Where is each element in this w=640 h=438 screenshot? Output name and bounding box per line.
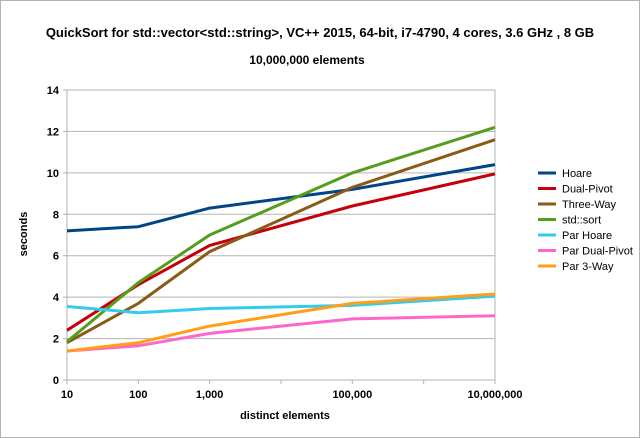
y-axis-label: seconds — [18, 212, 30, 257]
x-tick-label: 10 — [61, 389, 73, 401]
series-line-1 — [66, 172, 496, 332]
chart-subtitle: 10,000,000 elements — [249, 53, 365, 67]
y-tick-label: 10 — [47, 168, 59, 180]
legend-label-5: Par Dual-Pivot — [562, 246, 633, 258]
legend-label-1: Dual-Pivot — [562, 184, 613, 196]
legend-label-0: Hoare — [562, 168, 592, 180]
chart-title: QuickSort for std::vector<std::string>, … — [46, 25, 594, 40]
series-line-0 — [66, 163, 496, 233]
legend-label-4: Par Hoare — [562, 230, 612, 242]
series-line-6 — [66, 292, 496, 353]
x-tick-label: 1,000 — [196, 389, 224, 401]
series-line-3 — [66, 125, 496, 343]
x-tick-label: 10,000,000 — [467, 389, 522, 401]
legend-label-3: std::sort — [562, 215, 601, 227]
series-line-2 — [66, 138, 496, 345]
y-tick-label: 6 — [53, 251, 59, 263]
gridlines — [67, 89, 495, 340]
y-tick-label: 2 — [53, 334, 59, 346]
y-tick-label: 4 — [53, 292, 60, 304]
axes: 0 2 4 6 8 10 12 14 10 100 1,000 100,000 10,000,000 — [47, 85, 523, 401]
y-tick-label: 8 — [53, 209, 59, 221]
legend-label-2: Three-Way — [562, 199, 616, 211]
series-lines — [66, 125, 496, 353]
y-tick-label: 14 — [47, 85, 60, 97]
legend-label-6: Par 3-Way — [562, 261, 614, 273]
y-tick-label: 0 — [53, 375, 59, 387]
x-tick-label: 100 — [129, 389, 147, 401]
series-line-5 — [66, 314, 496, 353]
y-tick-label: 12 — [47, 126, 59, 138]
series-line-4 — [66, 294, 496, 315]
x-axis-label: distinct elements — [240, 410, 330, 422]
x-tick-label: 100,000 — [332, 389, 372, 401]
